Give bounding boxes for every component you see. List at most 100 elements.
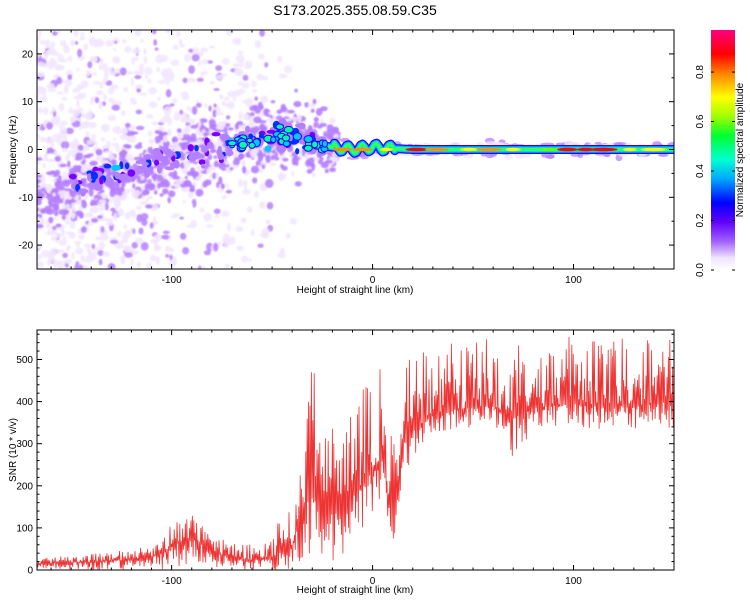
ridge-band-blob [118, 151, 124, 157]
noise-blob [256, 73, 264, 81]
ridge-band-blob [291, 171, 295, 176]
noise-blob [203, 212, 213, 222]
noise-blob [107, 114, 117, 121]
noise-blob [100, 124, 108, 131]
ridge-hotspot [353, 147, 372, 152]
noise-blob [87, 222, 93, 227]
noise-blob [99, 58, 104, 62]
noise-blob [277, 252, 286, 259]
chart-title: S173.2025.355.08.59.C35 [273, 2, 437, 18]
noise-blob [250, 229, 255, 237]
ridge-band-blob [172, 137, 176, 143]
ridge-band-blob [167, 196, 171, 204]
noise-blob [146, 262, 153, 269]
ridge-band-blob [274, 156, 280, 161]
noise-blob [70, 233, 76, 237]
noise-blob [57, 260, 65, 269]
noise-blob [37, 35, 41, 42]
ridge-blob [90, 171, 98, 180]
noise-blob [204, 103, 208, 109]
noise-blob [76, 67, 80, 73]
noise-blob [37, 161, 41, 165]
ridge-blob [99, 176, 104, 185]
noise-blob [182, 200, 186, 204]
ridge-band-blob [212, 149, 217, 153]
noise-blob [51, 51, 60, 56]
noise-blob [221, 210, 230, 217]
ridge-blob [68, 173, 77, 180]
noise-blob [70, 39, 75, 47]
noise-blob [208, 45, 216, 49]
ridge-hotspot [425, 147, 449, 152]
noise-blob [103, 93, 107, 102]
ridge-blob [245, 125, 251, 134]
noise-blob [169, 247, 175, 253]
ridge-band-blob [229, 167, 234, 171]
ridge-band-blob [162, 188, 169, 195]
noise-blob [140, 242, 149, 251]
ridge-band-blob [40, 182, 47, 187]
noise-blob [134, 70, 140, 77]
ridge-blob [127, 169, 136, 177]
ridge-band-blob [313, 122, 320, 126]
ridge-band-blob [268, 111, 273, 115]
noise-blob [180, 187, 189, 191]
noise-blob [226, 30, 233, 36]
ridge-blobs [68, 117, 674, 197]
ridge-band-blob [242, 166, 247, 174]
noise-blob [109, 239, 119, 244]
ridge-band-blob [159, 193, 164, 197]
noise-blob [48, 253, 55, 263]
noise-blob [294, 181, 302, 187]
noise-blob [92, 71, 97, 76]
noise-blob [214, 214, 221, 219]
noise-blob [131, 56, 135, 65]
noise-blob [197, 51, 205, 57]
noise-blob [131, 189, 135, 198]
noise-blob [201, 59, 209, 65]
noise-blob [165, 89, 172, 98]
noise-blob [252, 89, 258, 93]
noise-blob [172, 213, 182, 217]
noise-blob [113, 248, 121, 253]
noise-blob [111, 104, 121, 111]
ridge-band-blob [216, 123, 225, 131]
noise-blob [149, 254, 157, 262]
colorbar-tick-label: 0.6 [695, 114, 706, 128]
noise-blob [203, 250, 211, 256]
ridge-band-blob [37, 224, 44, 229]
ridge-band-blob [216, 140, 224, 147]
ridge-blob [154, 159, 160, 166]
ridge-band-blob [249, 149, 255, 156]
ridge-band-blob [270, 154, 275, 161]
noise-blob [51, 125, 60, 134]
ridge-band-blob [70, 192, 77, 198]
noise-blob [50, 41, 56, 48]
noise-blob [113, 199, 122, 208]
noise-blob [197, 59, 201, 67]
noise-blob [157, 96, 161, 102]
ridge-band-blob [208, 119, 216, 127]
noise-blob [132, 228, 136, 235]
noise-blob [123, 231, 131, 235]
ridge-band-blob [238, 124, 243, 130]
ridge-band-blob [61, 175, 69, 181]
ridge-peak-blob [311, 140, 319, 149]
noise-blob [94, 236, 104, 241]
noise-blob [47, 229, 51, 235]
ridge-blob [118, 173, 129, 182]
ridge-band-blob [69, 212, 76, 219]
ridge-band-blob [37, 157, 43, 161]
snr-x-axis-label: Height of straight line (km) [297, 585, 414, 596]
x-tick-label: 100 [565, 275, 582, 286]
colorbar: 0.0 0.2 0.4 0.6 0.8 Normalized spectral ampl… [695, 30, 746, 277]
noise-blob [151, 203, 159, 210]
ridge-band-blob [298, 151, 302, 158]
ridge-band-blob [208, 166, 212, 173]
noise-blob [73, 30, 79, 37]
ridge-band-blob [307, 103, 316, 108]
x-tick-label: 0 [370, 275, 376, 286]
noise-blob [247, 258, 252, 262]
noise-blob [190, 219, 197, 228]
